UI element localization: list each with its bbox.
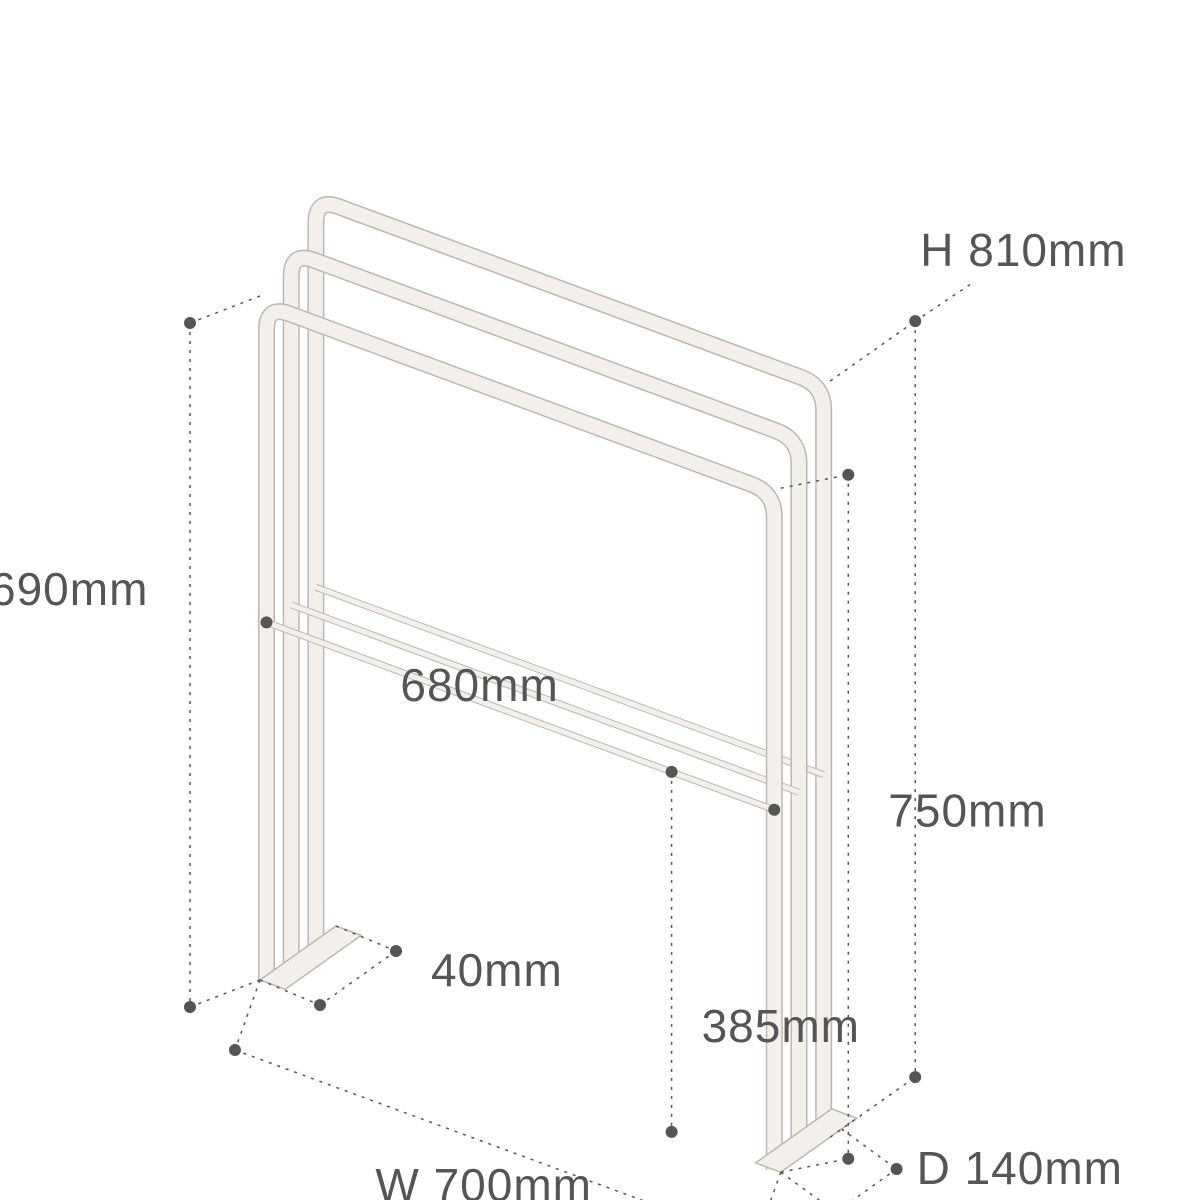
dim-inner-width: 680mm: [400, 659, 558, 711]
dim-overall-width: W 700mm: [375, 1159, 592, 1200]
dim-foot-width: 40mm: [431, 944, 563, 996]
dim-height-inner: 750mm: [888, 785, 1046, 837]
dim-inner-height: 385mm: [702, 1000, 860, 1052]
dim-overall-depth: D 140mm: [917, 1142, 1123, 1194]
dimension-diagram: H 810mm 750mm 690mm 680mm 385mm 40mm W 700mm D …: [0, 0, 1200, 1200]
dim-height-outer: H 810mm: [920, 224, 1126, 276]
dim-leg-height: 690mm: [0, 563, 148, 615]
